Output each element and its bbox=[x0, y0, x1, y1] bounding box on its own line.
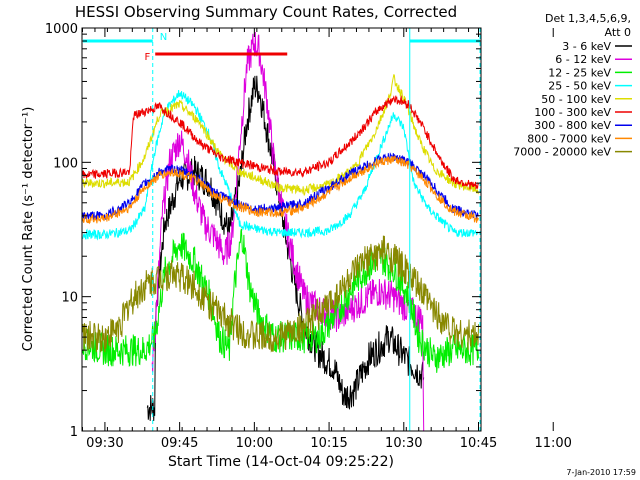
y-axis-label: Corrected Count Rate (s⁻¹ detector⁻¹) bbox=[21, 107, 36, 352]
flag-label-n: N bbox=[160, 32, 167, 43]
series-3-6-kev-line bbox=[146, 75, 425, 422]
legend-label-100-300-kev: 100 - 300 keV bbox=[534, 106, 611, 119]
flag-label-f: F bbox=[144, 52, 150, 63]
legend-label-800-7000-kev: 800 - 7000 keV bbox=[527, 132, 611, 145]
plot-frame bbox=[81, 27, 482, 432]
legend-label-12-25-kev: 12 - 25 keV bbox=[548, 66, 611, 79]
legend-label-6-12-kev: 6 - 12 keV bbox=[555, 53, 611, 66]
legend-label-3-6-kev: 3 - 6 keV bbox=[562, 40, 611, 53]
x-tick-label: 11:00 bbox=[534, 436, 571, 451]
chart-title: HESSI Observing Summary Count Rates, Cor… bbox=[75, 3, 457, 21]
y-tick-label: 10 bbox=[61, 291, 78, 306]
x-tick-label: 10:00 bbox=[236, 436, 273, 451]
footer-timestamp: 7-Jan-2010 17:59 bbox=[566, 468, 636, 477]
x-tick-label: 10:15 bbox=[310, 436, 347, 451]
legend-title-line-2: Att 0 bbox=[605, 26, 631, 39]
series-800-7000-kev-line bbox=[82, 155, 479, 225]
x-tick-label: 10:45 bbox=[460, 436, 497, 451]
series-layer bbox=[82, 31, 479, 431]
legend-label-300-800-kev: 300 - 800 keV bbox=[534, 119, 611, 132]
x-tick-label: 09:30 bbox=[86, 436, 123, 451]
legend-label-7000-20000-kev: 7000 - 20000 keV bbox=[513, 146, 611, 159]
series-300-800-kev-line bbox=[82, 152, 479, 221]
axis-layer: 09:30 09:45 10:00 10:15 10:30 10:45 11:00 1 10 10… bbox=[45, 22, 572, 451]
legend-label-50-100-kev: 50 - 100 keV bbox=[541, 93, 611, 106]
series-100-300-kev-line bbox=[82, 95, 479, 190]
y-tick-label: 1 bbox=[70, 425, 78, 440]
series-50-100-kev-line bbox=[82, 74, 479, 197]
series-7000-20000-kev-line bbox=[82, 235, 479, 353]
legend-label-25-50-kev: 25 - 50 keV bbox=[548, 80, 611, 93]
x-axis-label: Start Time (14-Oct-04 09:25:22) bbox=[168, 454, 394, 470]
y-tick-label: 100 bbox=[53, 156, 78, 171]
flag-layer bbox=[82, 28, 481, 431]
series-25-50-kev-line bbox=[82, 89, 479, 241]
legend-title-line-1: Det 1,3,4,5,6,9, bbox=[545, 12, 631, 25]
y-tick-label: 1000 bbox=[45, 22, 78, 37]
x-tick-label: 10:30 bbox=[385, 436, 422, 451]
x-tick-label: 09:45 bbox=[161, 436, 198, 451]
